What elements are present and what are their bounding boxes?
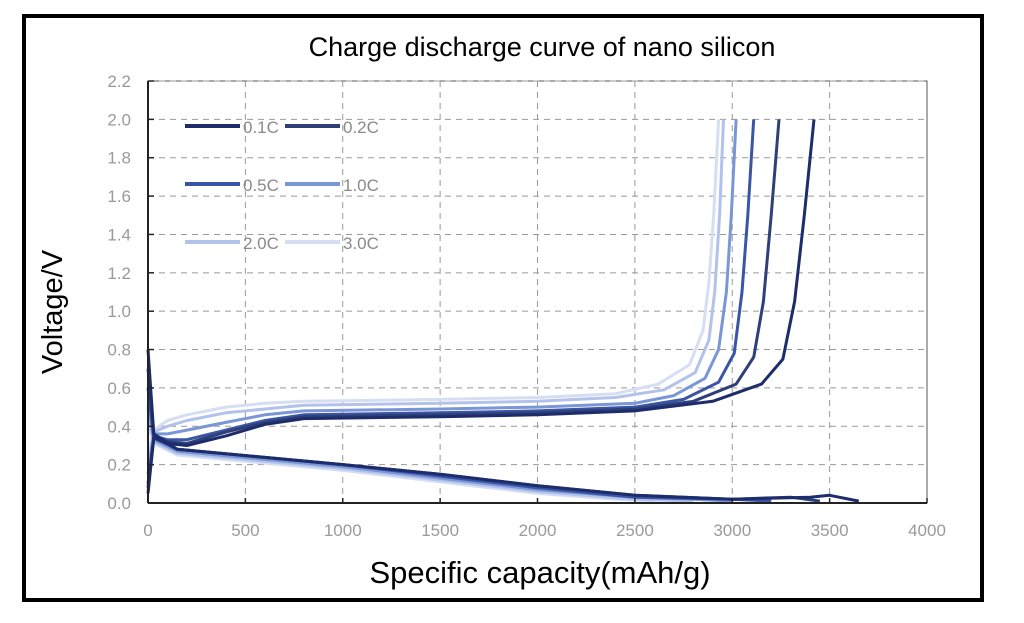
axes: 0 500 1000 1500 2000 2500 3000 3500 4000 0.0 0.2 0.… [107,72,946,540]
x-tick-label: 3000 [713,521,751,540]
y-tick-label: 2.0 [107,110,131,129]
charge-curve-1-0c [146,119,738,475]
charge-curve-0-1c [146,119,816,494]
x-tick-label: 2000 [519,521,557,540]
figure-border [22,14,984,602]
curves [146,119,860,503]
legend-label-0-2c: 0.2C [343,118,379,137]
x-tick-label: 1000 [324,521,362,540]
y-tick-label: 0.8 [107,341,131,360]
x-tick-label: 4000 [908,521,946,540]
legend-label-0-5c: 0.5C [243,176,279,195]
y-tick-label: 0.6 [107,379,131,398]
y-tick-label: 1.6 [107,187,131,206]
charge-curve-2-0c [146,119,725,465]
charge-curve-0-2c [146,119,781,488]
y-tick-label: 0.4 [107,417,131,436]
chart-title: Charge discharge curve of nano silicon [309,32,776,62]
legend-label-2-0c: 2.0C [243,234,279,253]
y-tick-label: 0.2 [107,456,131,475]
legend-label-1-0c: 1.0C [343,176,379,195]
x-tick-label: 1500 [421,521,459,540]
y-tick-label: 2.2 [107,72,131,91]
discharge-curve-2-0c [146,416,694,503]
legend-label-0-1c: 0.1C [243,118,279,137]
discharge-curve-3-0c [146,425,655,503]
y-axis-label: Voltage/V [37,249,69,374]
y-tick-label: 1.0 [107,302,131,321]
legend: 0.1C 0.2C 0.5C 1.0C 2.0C 3.0C [185,118,379,253]
y-tick-label: 1.2 [107,264,131,283]
x-tick-label: 2500 [616,521,654,540]
x-tick-label: 3500 [811,521,849,540]
y-tick-label: 1.8 [107,149,131,168]
y-tick-label: 0.0 [107,494,131,513]
charge-curve-3-0c [146,119,721,456]
x-axis-label: Specific capacity(mAh/g) [369,555,710,590]
y-tick-label: 1.4 [107,225,131,244]
x-tick-label: 500 [231,521,259,540]
x-tick-label: 0 [143,521,152,540]
charge-curve-0-5c [146,119,756,484]
legend-label-3-0c: 3.0C [343,234,379,253]
